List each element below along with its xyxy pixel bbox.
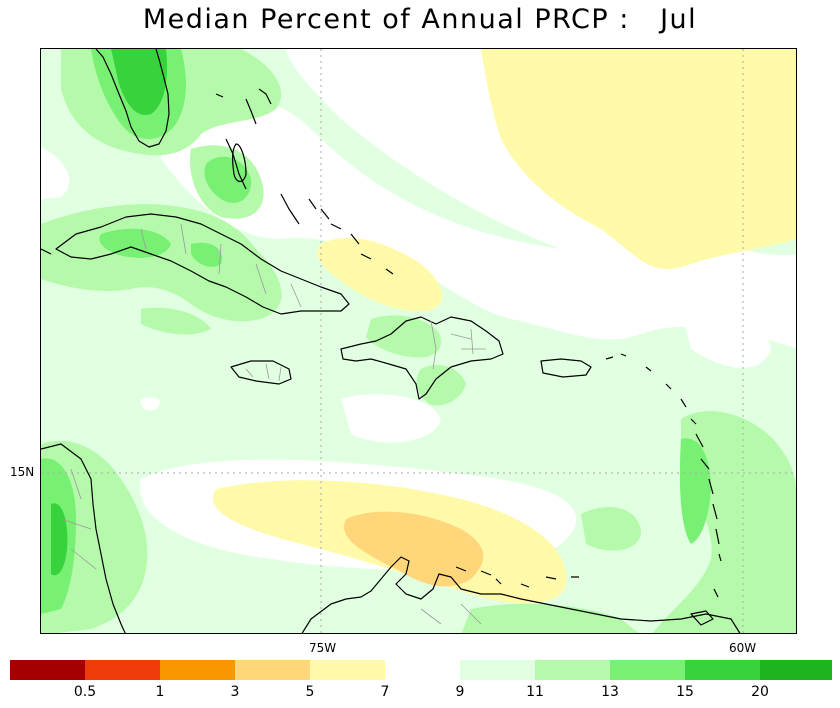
hispaniola-coast: [340, 316, 504, 400]
legend-tick-label: 3: [230, 684, 240, 700]
legend-tick-label: 13: [601, 684, 619, 700]
legend-swatch: [235, 660, 310, 680]
bahamas-islands: [215, 88, 394, 275]
florida-coast: [95, 49, 170, 148]
legend-swatch: [535, 660, 610, 680]
legend-swatch: [685, 660, 760, 680]
graticule: [41, 49, 796, 633]
yucatan-coast: [41, 248, 52, 255]
legend-swatch: [310, 660, 385, 680]
trinidad-coast: [690, 610, 714, 626]
legend-tick-label: 5: [305, 684, 315, 700]
legend-tick-label: 20: [751, 684, 769, 700]
legend-tick-label: 11: [526, 684, 544, 700]
legend-swatch: [760, 660, 832, 680]
legend-swatch: [610, 660, 685, 680]
lesser-antilles: [605, 353, 722, 598]
lat-label-15n: 15N: [10, 465, 35, 479]
lon-label-75w: 75W: [309, 641, 337, 655]
legend-swatch: [85, 660, 160, 680]
shade-darkgreen-regions: [51, 49, 168, 576]
south-america-coast: [301, 556, 741, 633]
legend-colorbar: [10, 660, 832, 682]
puerto-rico-coast: [540, 358, 592, 378]
andros-island: [232, 143, 247, 183]
legend-swatch: [10, 660, 85, 680]
legend-swatch: [160, 660, 235, 680]
central-america-coast: [41, 443, 126, 633]
legend-tick-label: 9: [455, 684, 465, 700]
legend-tick-label: 15: [676, 684, 694, 700]
legend-tick-label: 0.5: [73, 684, 97, 700]
map-title: Median Percent of Annual PRCP : Jul: [142, 4, 698, 35]
map-panel: [40, 48, 797, 634]
shade-orange-regions: [344, 511, 484, 587]
coastlines: [41, 49, 741, 633]
political-borders: [60, 223, 486, 625]
jamaica-coast: [230, 360, 292, 385]
abc-islands: [455, 566, 579, 588]
legend-swatch: [460, 660, 535, 680]
lon-label-60w: 60W: [729, 641, 757, 655]
cuba-coast: [55, 213, 350, 315]
precip-map: [41, 49, 796, 633]
legend-tick-label: 1: [155, 684, 165, 700]
legend-tick-label: 7: [380, 684, 390, 700]
legend-swatch: [385, 660, 460, 680]
